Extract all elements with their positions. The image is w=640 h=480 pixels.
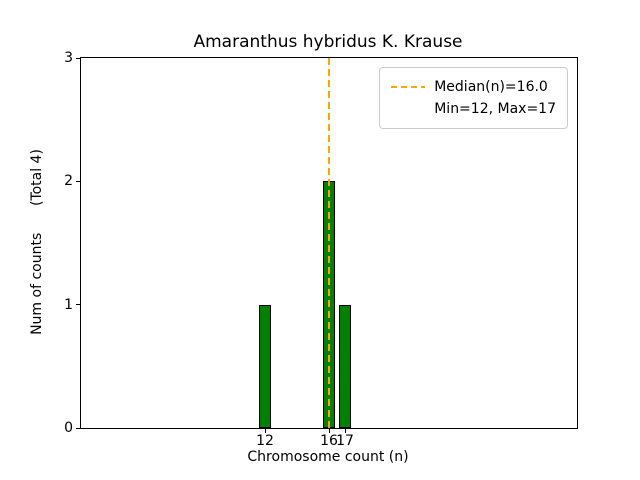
x-tick-label-17: 17 [336, 433, 354, 449]
y-tick-label-2: 2 [64, 173, 73, 190]
legend-row-minmax: Min=12, Max=17 [391, 98, 556, 120]
y-axis-label: Num of counts (Total 4) [29, 149, 45, 335]
y-tick-label-0: 0 [64, 420, 73, 436]
legend: Median(n)=16.0 Min=12, Max=17 [379, 67, 568, 129]
legend-label-minmax: Min=12, Max=17 [434, 101, 556, 117]
bar-x17 [338, 304, 352, 428]
y-tick-mark [76, 57, 80, 59]
legend-label-median: Median(n)=16.0 [434, 79, 548, 95]
y-tick-mark [76, 427, 80, 429]
x-tick-label-16: 16 [320, 433, 338, 449]
x-axis-label: Chromosome count (n) [247, 449, 409, 465]
legend-empty-swatch [391, 108, 425, 110]
chart-title: Amaranthus hybridus K. Krause [193, 32, 463, 52]
x-tick-mark [344, 429, 346, 433]
x-tick-mark [264, 429, 266, 433]
bar-x12 [258, 304, 272, 428]
plot-area: Median(n)=16.0 Min=12, Max=17 0 1 2 3 12 16 17 [64, 51, 578, 448]
legend-row-median: Median(n)=16.0 [391, 76, 556, 98]
y-tick-label-1: 1 [64, 296, 73, 313]
median-line [328, 58, 330, 428]
y-tick-mark [76, 180, 80, 182]
y-tick-label-3: 3 [64, 50, 73, 66]
x-tick-mark [328, 429, 330, 433]
x-tick-label-12: 12 [256, 433, 274, 449]
y-tick-mark [76, 304, 80, 306]
median-line-swatch [391, 86, 426, 88]
